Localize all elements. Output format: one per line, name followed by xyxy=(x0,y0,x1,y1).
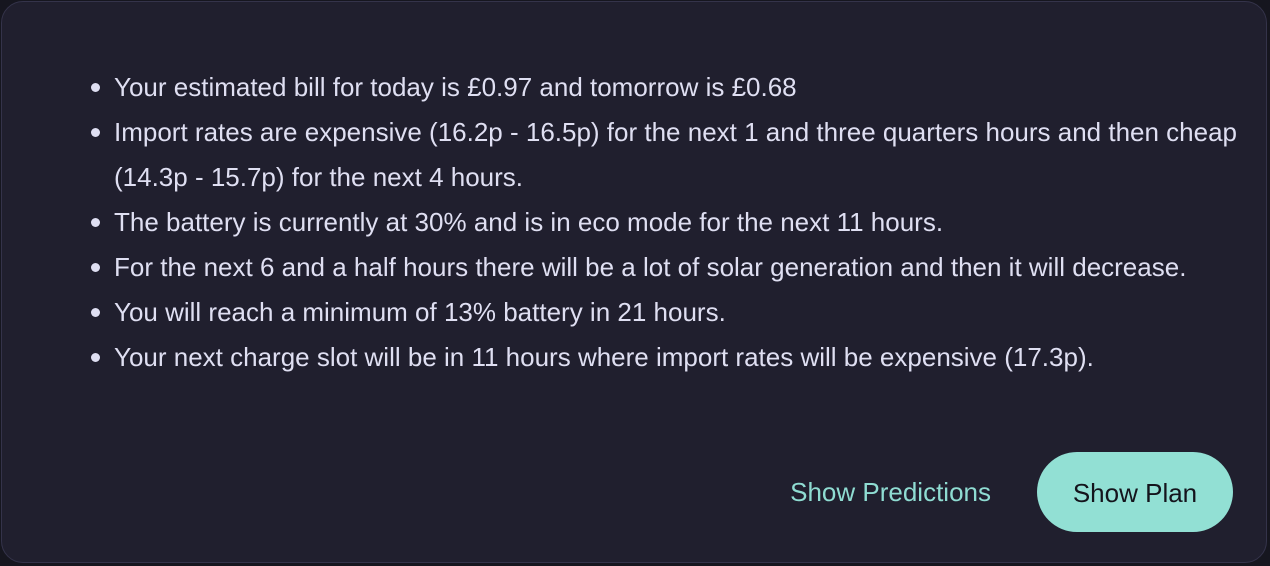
summary-item-solar: For the next 6 and a half hours there wi… xyxy=(91,245,1244,290)
show-predictions-button[interactable]: Show Predictions xyxy=(768,452,1013,532)
show-plan-button[interactable]: Show Plan xyxy=(1037,452,1233,532)
summary-item-bill: Your estimated bill for today is £0.97 a… xyxy=(91,65,1244,110)
summary-item-battery: The battery is currently at 30% and is i… xyxy=(91,200,1244,245)
summary-list: Your estimated bill for today is £0.97 a… xyxy=(91,65,1244,380)
card-actions: Show Predictions Show Plan xyxy=(768,452,1233,532)
summary-item-import-rates: Import rates are expensive (16.2p - 16.5… xyxy=(91,110,1244,200)
summary-item-charge-slot: Your next charge slot will be in 11 hour… xyxy=(91,335,1244,380)
summary-item-minimum-battery: You will reach a minimum of 13% battery … xyxy=(91,290,1244,335)
